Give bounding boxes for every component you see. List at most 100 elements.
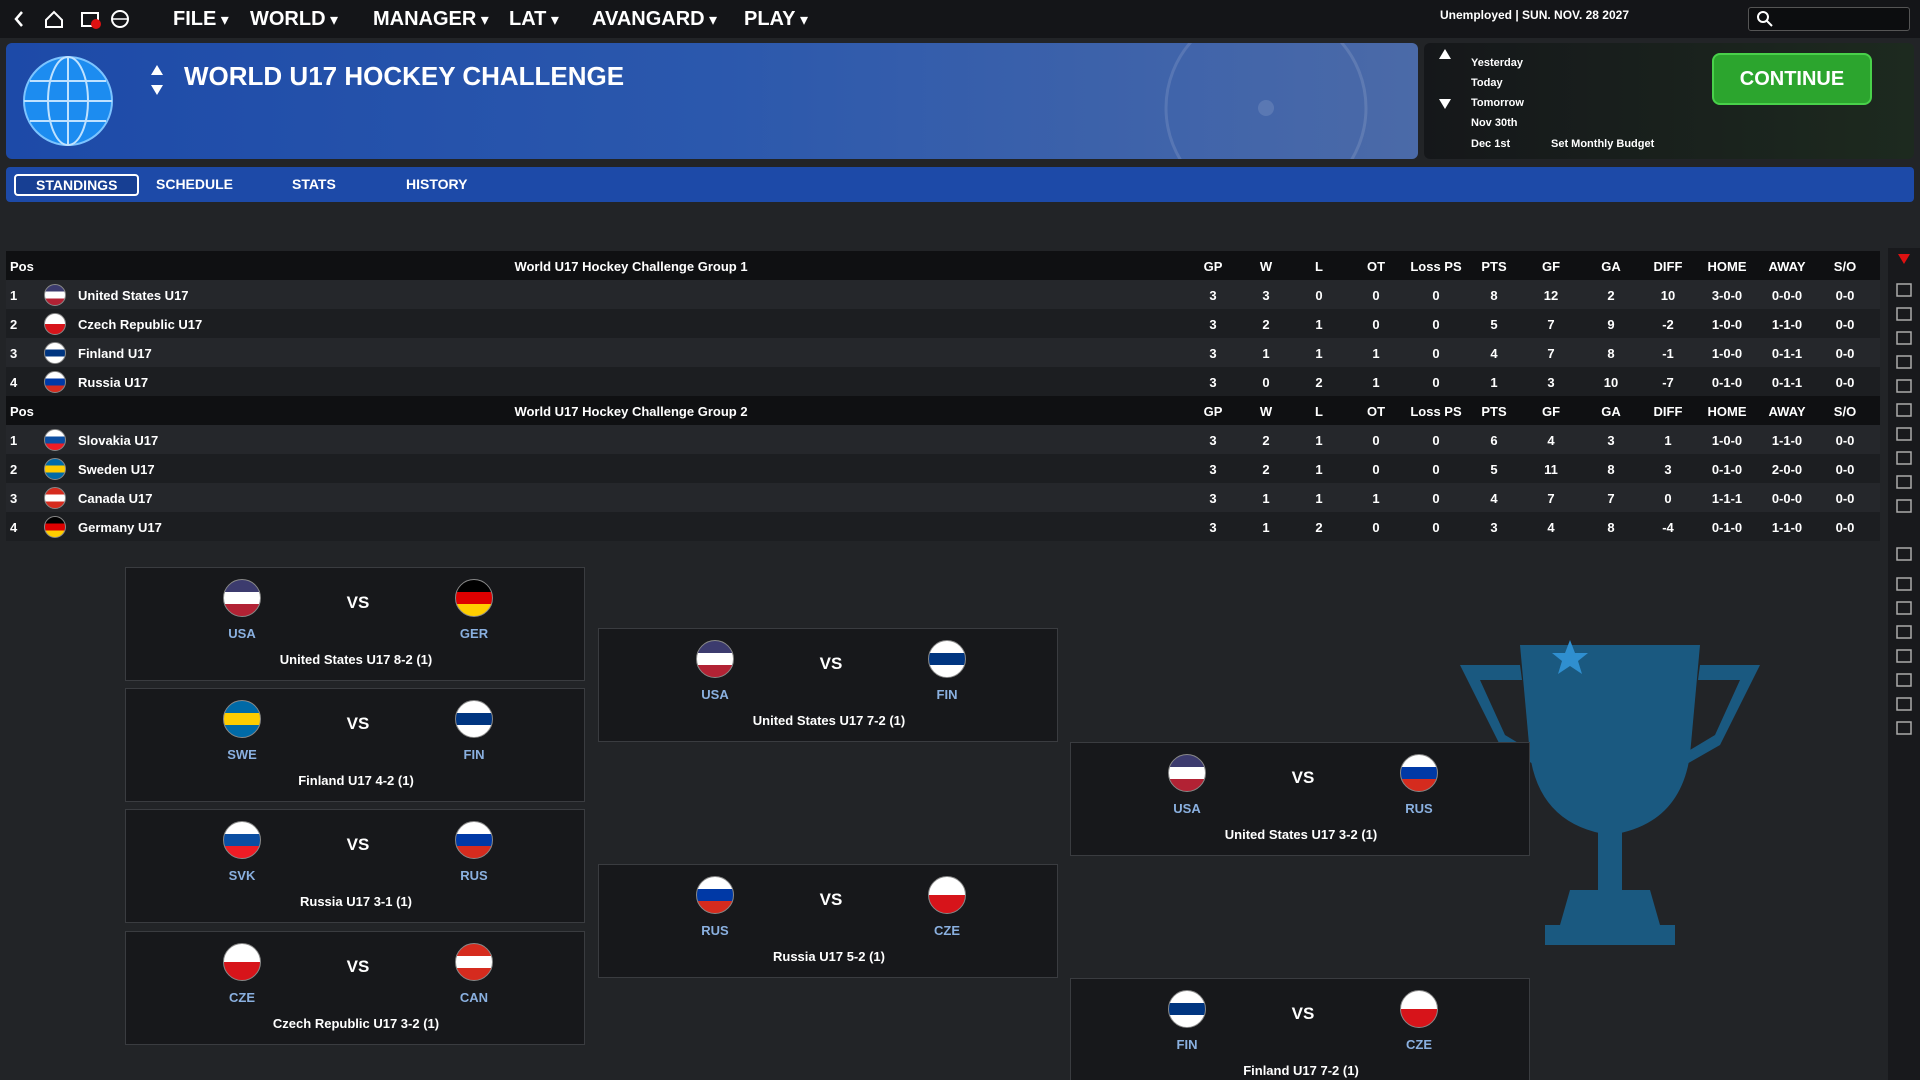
position: 2 [10, 462, 18, 477]
match-box[interactable]: SWE VS FIN Finland U17 4-2 (1) [125, 688, 585, 802]
search-box[interactable] [1748, 7, 1910, 31]
stat-cell: 12 [1543, 288, 1559, 303]
column-header: L [1315, 259, 1323, 274]
away-code: RUS [460, 868, 488, 883]
calendar-panel: Yesterday Today Tomorrow Nov 30th Dec 1s… [1424, 43, 1914, 159]
match-box[interactable]: SVK VS RUS Russia U17 3-1 (1) [125, 809, 585, 923]
team-row[interactable]: 3 Finland U17 3 1 1 1 0 4 7 8 -1 1-0-0 0-1-1 0-0 [6, 338, 1880, 367]
stat-cell: 3 [1209, 375, 1217, 390]
competition-title: WORLD U17 HOCKEY CHALLENGE [184, 61, 625, 91]
away-flag [928, 876, 966, 914]
team-row[interactable]: 2 Czech Republic U17 3 2 1 0 0 5 7 9 -2 1-0-0 1-1-0 0… [6, 309, 1880, 338]
stat-cell: 0 [1432, 491, 1440, 506]
away-code: CZE [934, 923, 960, 938]
day-arrows[interactable] [1438, 49, 1452, 109]
away-flag [1400, 754, 1438, 792]
team-name: Germany U17 [78, 520, 162, 535]
stat-cell: 1-1-0 [1771, 520, 1803, 535]
home-code: USA [228, 626, 256, 641]
match-box[interactable]: CZE VS CAN Czech Republic U17 3-2 (1) [125, 931, 585, 1045]
column-header: OT [1366, 259, 1386, 274]
stat-cell: 0-0-0 [1771, 491, 1803, 506]
tab[interactable]: HISTORY [406, 176, 468, 192]
stat-cell: 0 [1432, 462, 1440, 477]
column-header: L [1315, 404, 1323, 419]
side-toolbar [1888, 248, 1920, 1080]
calendar-day[interactable]: Today [1471, 77, 1503, 89]
calendar-day[interactable]: Tomorrow [1471, 97, 1524, 109]
menu-item[interactable]: PLAY [744, 8, 808, 31]
team-row[interactable]: 2 Sweden U17 3 2 1 0 0 5 11 8 3 0-1-0 2-0-0 0-0 [6, 454, 1880, 483]
home-flag [223, 821, 261, 859]
away-flag [928, 640, 966, 678]
column-header: W [1259, 259, 1273, 274]
match-box[interactable]: USA VS FIN United States U17 7-2 (1) [598, 628, 1058, 742]
column-header: W [1259, 404, 1273, 419]
continue-button[interactable]: CONTINUE [1712, 53, 1872, 105]
team-row[interactable]: 4 Russia U17 3 0 2 1 0 1 3 10 -7 0-1-0 0-1-1 0-0 [6, 367, 1880, 396]
menu-item[interactable]: FILE [173, 8, 229, 31]
stat-cell: 0-0 [1835, 433, 1855, 448]
column-header: PTS [1481, 259, 1507, 274]
match-result: Russia U17 3-1 (1) [300, 894, 412, 909]
tab[interactable]: STATS [292, 176, 336, 192]
stat-cell: 1 [1372, 346, 1380, 361]
menu-item[interactable]: MANAGER [373, 8, 489, 31]
match-box[interactable]: FIN VS CZE Finland U17 7-2 (1) [1070, 978, 1530, 1080]
stat-cell: 8 [1607, 520, 1615, 535]
calendar-day[interactable]: Nov 30th [1471, 117, 1518, 129]
calendar-day[interactable]: Dec 1st [1471, 138, 1511, 150]
column-header: S/O [1833, 404, 1857, 419]
stat-cell: 3 [1209, 288, 1217, 303]
stat-cell: 4 [1490, 346, 1498, 361]
switch-arrows[interactable] [150, 65, 164, 95]
nav-icons[interactable] [12, 8, 132, 30]
team-flag [44, 487, 66, 509]
team-flag [44, 429, 66, 451]
stat-cell: 0 [1432, 346, 1440, 361]
stat-cell: 8 [1607, 346, 1615, 361]
home-code: CZE [229, 990, 255, 1005]
menu-item[interactable]: LAT [509, 8, 559, 31]
stat-cell: 10 [1660, 288, 1676, 303]
stat-cell: 3 [1547, 375, 1555, 390]
position: 4 [10, 520, 18, 535]
home-flag [696, 876, 734, 914]
match-box[interactable]: RUS VS CZE Russia U17 5-2 (1) [598, 864, 1058, 978]
team-row[interactable]: 1 Slovakia U17 3 2 1 0 0 6 4 3 1 1-0-0 1-1-0 0-0 [6, 425, 1880, 454]
home-flag [223, 943, 261, 981]
header-row: Pos World U17 Hockey Challenge Group 1 GP W… [6, 251, 1880, 280]
menu-item[interactable]: WORLD [250, 8, 338, 31]
budget-link[interactable]: Set Monthly Budget [1551, 138, 1655, 150]
menu-item[interactable]: AVANGARD [592, 8, 717, 31]
stat-cell: 2 [1315, 375, 1323, 390]
stat-cell: 0-0 [1835, 491, 1855, 506]
column-header: GF [1541, 259, 1561, 274]
stat-cell: 0 [1372, 433, 1380, 448]
stat-cell: 2 [1262, 433, 1270, 448]
vs-label: VS [346, 593, 370, 612]
calendar-day[interactable]: Yesterday [1471, 57, 1523, 69]
stat-cell: 8 [1607, 462, 1615, 477]
team-row[interactable]: 4 Germany U17 3 1 2 0 0 3 4 8 -4 0-1-0 1-1-0 0-0 [6, 512, 1880, 541]
match-box[interactable]: USA VS GER United States U17 8-2 (1) [125, 567, 585, 681]
tab[interactable]: SCHEDULE [156, 176, 234, 192]
home-code: USA [701, 687, 729, 702]
stat-cell: 1 [1315, 346, 1323, 361]
stat-cell: 1 [1262, 520, 1270, 535]
stat-cell: 3 [1262, 288, 1270, 303]
stat-cell: 0-0 [1835, 462, 1855, 477]
stat-cell: 2-0-0 [1771, 462, 1803, 477]
vs-label: VS [1291, 1004, 1315, 1023]
stat-cell: -2 [1662, 317, 1674, 332]
column-header: DIFF [1653, 259, 1683, 274]
team-name: Sweden U17 [78, 462, 155, 477]
team-row[interactable]: 3 Canada U17 3 1 1 1 0 4 7 7 0 1-1-1 0-0-0 0-0 [6, 483, 1880, 512]
group-title: World U17 Hockey Challenge Group 1 [514, 259, 748, 274]
toolbar-icons[interactable] [1888, 248, 1920, 748]
stat-cell: 1-1-0 [1771, 433, 1803, 448]
stat-cell: 5 [1490, 462, 1498, 477]
match-box[interactable]: USA VS RUS United States U17 3-2 (1) [1070, 742, 1530, 856]
tab[interactable]: STANDINGS [14, 174, 140, 196]
team-row[interactable]: 1 United States U17 3 3 0 0 0 8 12 2 10 3-0-0 0-0-0 0… [6, 280, 1880, 309]
